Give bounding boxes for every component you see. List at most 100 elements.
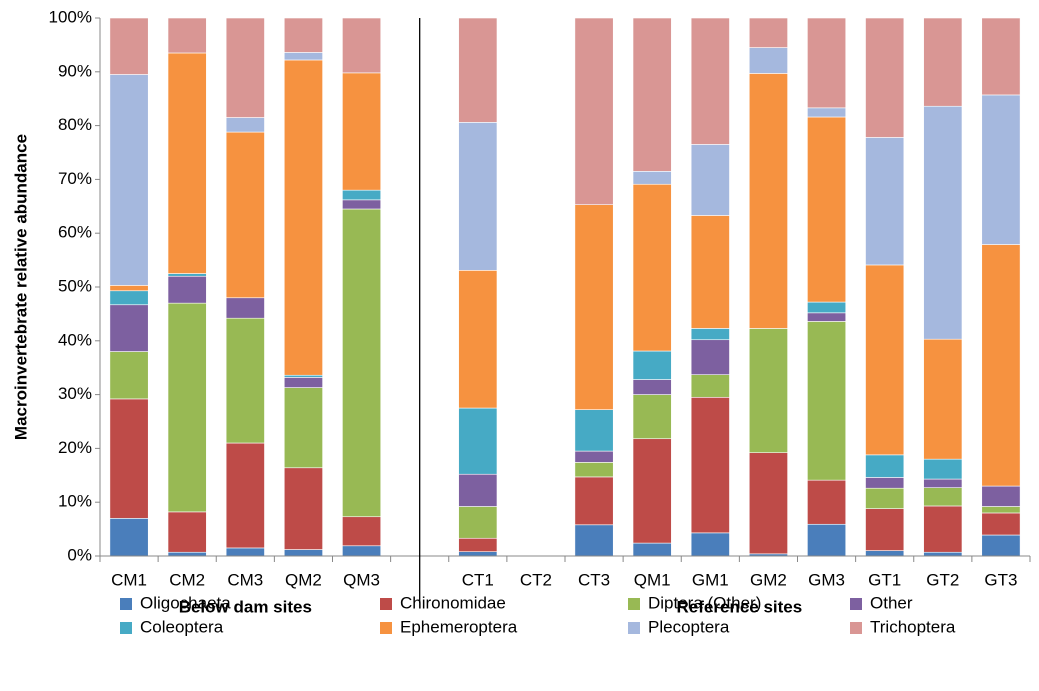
x-tick-label: GT2 <box>926 570 959 589</box>
bar-segment <box>458 17 498 123</box>
bar-segment <box>225 131 265 299</box>
bar-segment <box>109 518 149 557</box>
bar-segment <box>748 328 788 454</box>
y-tick-label: 0% <box>67 545 92 564</box>
legend-label: Oligochaeta <box>140 593 231 612</box>
bar-segment <box>923 105 963 340</box>
legend-swatch <box>380 622 392 634</box>
legend-swatch <box>120 622 132 634</box>
x-tick-label: QM1 <box>634 570 671 589</box>
bar-segment <box>632 17 672 172</box>
bar-segment <box>283 377 323 388</box>
bar-segment <box>458 551 498 557</box>
x-tick-label: QM3 <box>343 570 380 589</box>
x-tick-label: CT3 <box>578 570 610 589</box>
y-tick-label: 30% <box>58 384 92 403</box>
bar-segment <box>923 505 963 553</box>
bar-segment <box>807 301 847 314</box>
bar-segment <box>167 17 207 54</box>
bar-segment <box>981 244 1021 487</box>
bar-segment <box>225 442 265 549</box>
bar-segment <box>109 74 149 286</box>
bar-segment <box>283 387 323 469</box>
x-tick-label: CT1 <box>462 570 494 589</box>
y-tick-label: 10% <box>58 492 92 511</box>
bar-segment <box>748 73 788 329</box>
bar-segment <box>458 506 498 539</box>
bar-segment <box>109 351 149 400</box>
y-tick-label: 20% <box>58 438 92 457</box>
bar-segment <box>923 458 963 480</box>
bar-segment <box>225 547 265 557</box>
bar-segment <box>981 485 1021 507</box>
bar-segment <box>109 285 149 292</box>
bar-segment <box>632 394 672 440</box>
bar-segment <box>167 511 207 553</box>
bar-segment <box>458 473 498 507</box>
bar-segment <box>923 17 963 107</box>
bar-segment <box>574 476 614 526</box>
bar-segment <box>865 550 905 557</box>
y-tick-label: 90% <box>58 61 92 80</box>
bar-segment <box>865 454 905 478</box>
bar-segment <box>748 452 788 555</box>
bar-segment <box>225 117 265 133</box>
bar-segment <box>574 524 614 557</box>
bar-segment <box>748 47 788 74</box>
bar-segment <box>574 462 614 478</box>
legend-label: Diptera (Other) <box>648 593 761 612</box>
bar-segment <box>981 94 1021 245</box>
bar-segment <box>167 273 207 277</box>
legend-swatch <box>120 598 132 610</box>
bar-segment <box>225 317 265 444</box>
bar-segment <box>981 506 1021 514</box>
x-tick-label: GT3 <box>984 570 1017 589</box>
bar-segment <box>923 478 963 488</box>
bar-segment <box>458 270 498 409</box>
bar-segment <box>574 17 614 205</box>
bar-segment <box>342 208 382 518</box>
bar-segment <box>690 374 730 398</box>
bar-segment <box>632 438 672 544</box>
bar-segment <box>865 508 905 551</box>
bar-segment <box>342 72 382 191</box>
bar-segment <box>690 17 730 145</box>
legend-label: Trichoptera <box>870 617 956 636</box>
bar-segment <box>167 52 207 274</box>
y-tick-label: 60% <box>58 223 92 242</box>
group-label: Reference sites <box>677 597 803 616</box>
y-axis-label: Macroinvertebrate relative abundance <box>11 134 30 440</box>
bar-segment <box>632 171 672 185</box>
bar-segment <box>283 59 323 376</box>
bar-segment <box>167 275 207 304</box>
bar-segment <box>807 312 847 322</box>
bar-segment <box>109 398 149 519</box>
legend-swatch <box>850 598 862 610</box>
bar-segment <box>865 17 905 138</box>
bar-segment <box>690 144 730 216</box>
bar-segment <box>807 107 847 118</box>
y-tick-label: 50% <box>58 276 92 295</box>
legend-swatch <box>850 622 862 634</box>
y-tick-label: 40% <box>58 330 92 349</box>
bar-segment <box>342 199 382 210</box>
bar-segment <box>632 379 672 395</box>
y-tick-label: 80% <box>58 115 92 134</box>
bar-segment <box>167 302 207 513</box>
bar-segment <box>574 204 614 410</box>
bar-segment <box>574 409 614 452</box>
bar-segment <box>109 17 149 75</box>
bar-segment <box>342 516 382 547</box>
x-tick-label: GM1 <box>692 570 729 589</box>
bar-segment <box>283 17 323 53</box>
bar-segment <box>923 338 963 460</box>
bar-segment <box>690 396 730 534</box>
bar-segment <box>748 17 788 48</box>
bar-segment <box>632 350 672 380</box>
bar-segment <box>865 487 905 509</box>
group-label: Below dam sites <box>179 597 312 616</box>
bar-segment <box>807 17 847 109</box>
bar-segment <box>283 467 323 550</box>
bar-segment <box>458 537 498 552</box>
